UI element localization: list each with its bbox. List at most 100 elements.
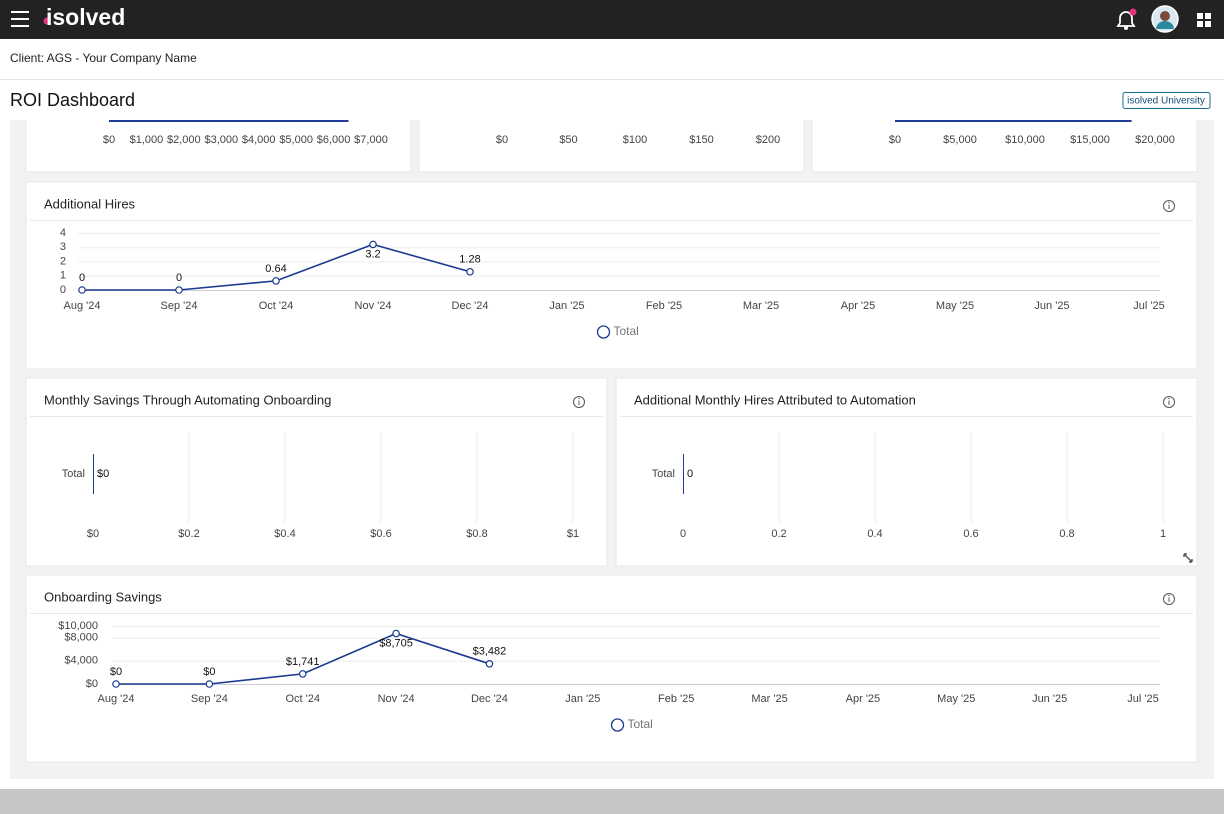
data-label: 0.64	[265, 263, 286, 275]
x-tick-label: 0	[680, 528, 686, 540]
logo[interactable]: isolved	[46, 4, 125, 30]
x-tick-label: 0.2	[771, 528, 786, 540]
legend-item[interactable]: Total	[596, 324, 639, 339]
apps-icon[interactable]	[1197, 13, 1211, 27]
x-tick-label: Feb '25	[646, 300, 682, 312]
x-tick-label: $7,000	[354, 134, 388, 146]
info-dot	[578, 397, 580, 400]
info-dot	[1168, 201, 1170, 204]
logo-dot	[43, 17, 51, 25]
legend-label: Total	[628, 717, 653, 731]
university-link[interactable]: isolved University	[1127, 96, 1205, 107]
point	[485, 660, 494, 668]
bar	[895, 119, 1132, 122]
notification-icon[interactable]	[1116, 8, 1137, 31]
y-tick-label: 0	[60, 284, 66, 296]
data-label: $8,705	[379, 637, 413, 649]
avatar[interactable]	[1151, 5, 1179, 33]
x-tick-label: Jan '25	[549, 300, 584, 312]
card-title: Onboarding Savings	[44, 589, 162, 604]
info-circle	[573, 396, 585, 408]
x-tick-label: Jul '25	[1133, 300, 1164, 312]
info-dot	[1168, 594, 1170, 597]
point	[369, 240, 377, 249]
page-title: ROI Dashboard	[10, 90, 135, 110]
expand-icon[interactable]	[1183, 553, 1193, 563]
card	[25, 377, 608, 567]
x-tick-label: $1,000	[130, 134, 164, 146]
x-tick-label: Jan '25	[565, 693, 600, 705]
x-tick-label: Sep '24	[191, 693, 228, 705]
card-title: Additional Monthly Hires Attributed to A…	[634, 392, 916, 407]
x-tick-label: $0	[103, 134, 115, 146]
x-tick-label: $150	[689, 134, 713, 146]
x-tick-label: 0.8	[1059, 528, 1074, 540]
data-label: $0	[97, 468, 109, 480]
data-label: $0	[110, 666, 122, 678]
data-label: 0	[687, 468, 693, 480]
x-tick-label: Aug '24	[64, 300, 101, 312]
x-tick-label: $200	[756, 134, 780, 146]
x-tick-label: $0.2	[178, 528, 199, 540]
menu-icon[interactable]	[11, 11, 29, 27]
x-tick-label: 0.6	[963, 528, 978, 540]
point	[298, 670, 307, 678]
x-tick-label: 1	[1160, 528, 1166, 540]
x-tick-label: $20,000	[1135, 134, 1175, 146]
y-tick-label: $0	[86, 678, 98, 690]
category-label: Total	[652, 468, 675, 480]
x-tick-label: Apr '25	[846, 693, 881, 705]
category-label: Total	[62, 468, 85, 480]
info-icon[interactable]	[1163, 396, 1175, 408]
point	[78, 286, 86, 294]
x-tick-label: $0	[496, 134, 508, 146]
x-tick-label: $100	[623, 134, 647, 146]
charts: $0 $1,000 $2,000 $3,000 $4,000 $5,000 $6,000 $7…	[0, 81, 1224, 763]
legend-label: Total	[614, 324, 639, 338]
info-circle	[1163, 593, 1175, 605]
info-icon[interactable]	[1163, 593, 1175, 605]
card	[418, 109, 805, 173]
x-tick-label: $5,000	[279, 134, 313, 146]
y-tick-label: 4	[60, 227, 66, 239]
university-button[interactable]	[1122, 92, 1211, 109]
data-label: $1,741	[286, 656, 320, 668]
x-tick-label: $15,000	[1070, 134, 1110, 146]
card	[615, 377, 1198, 567]
client-label: Client: AGS - Your Company Name	[10, 51, 197, 65]
x-tick-label: $0.6	[370, 528, 391, 540]
info-icon[interactable]	[573, 396, 585, 408]
point	[205, 680, 214, 688]
x-tick-label: $0	[87, 528, 99, 540]
top-bar	[0, 0, 1224, 39]
x-tick-label: $5,000	[943, 134, 977, 146]
x-tick-label: $0.4	[274, 528, 295, 540]
legend-swatch	[610, 718, 625, 732]
x-tick-label: $50	[559, 134, 577, 146]
point	[466, 267, 474, 276]
y-tick-label: $8,000	[64, 632, 98, 644]
data-label: 1.28	[459, 254, 480, 266]
x-tick-label: May '25	[936, 300, 974, 312]
x-tick-label: Oct '24	[285, 693, 320, 705]
x-tick-label: $0.8	[466, 528, 487, 540]
x-tick-label: $1	[567, 528, 579, 540]
x-tick-label: Sep '24	[161, 300, 198, 312]
legend-swatch	[596, 325, 611, 339]
data-label: 0	[176, 272, 182, 284]
info-icon[interactable]	[1163, 200, 1175, 212]
y-tick-label: 3	[60, 241, 66, 253]
x-tick-label: May '25	[937, 693, 975, 705]
x-tick-label: 0.4	[867, 528, 882, 540]
x-tick-label: Jul '25	[1127, 693, 1158, 705]
footer-band	[0, 789, 1224, 814]
x-tick-label: Feb '25	[658, 693, 694, 705]
card-title: Additional Hires	[44, 196, 136, 211]
x-tick-label: Jun '25	[1032, 693, 1067, 705]
x-tick-label: Nov '24	[355, 300, 392, 312]
legend-item[interactable]: Total	[610, 717, 653, 732]
x-tick-label: $6,000	[317, 134, 351, 146]
x-tick-label: $3,000	[204, 134, 238, 146]
x-tick-label: $2,000	[167, 134, 201, 146]
